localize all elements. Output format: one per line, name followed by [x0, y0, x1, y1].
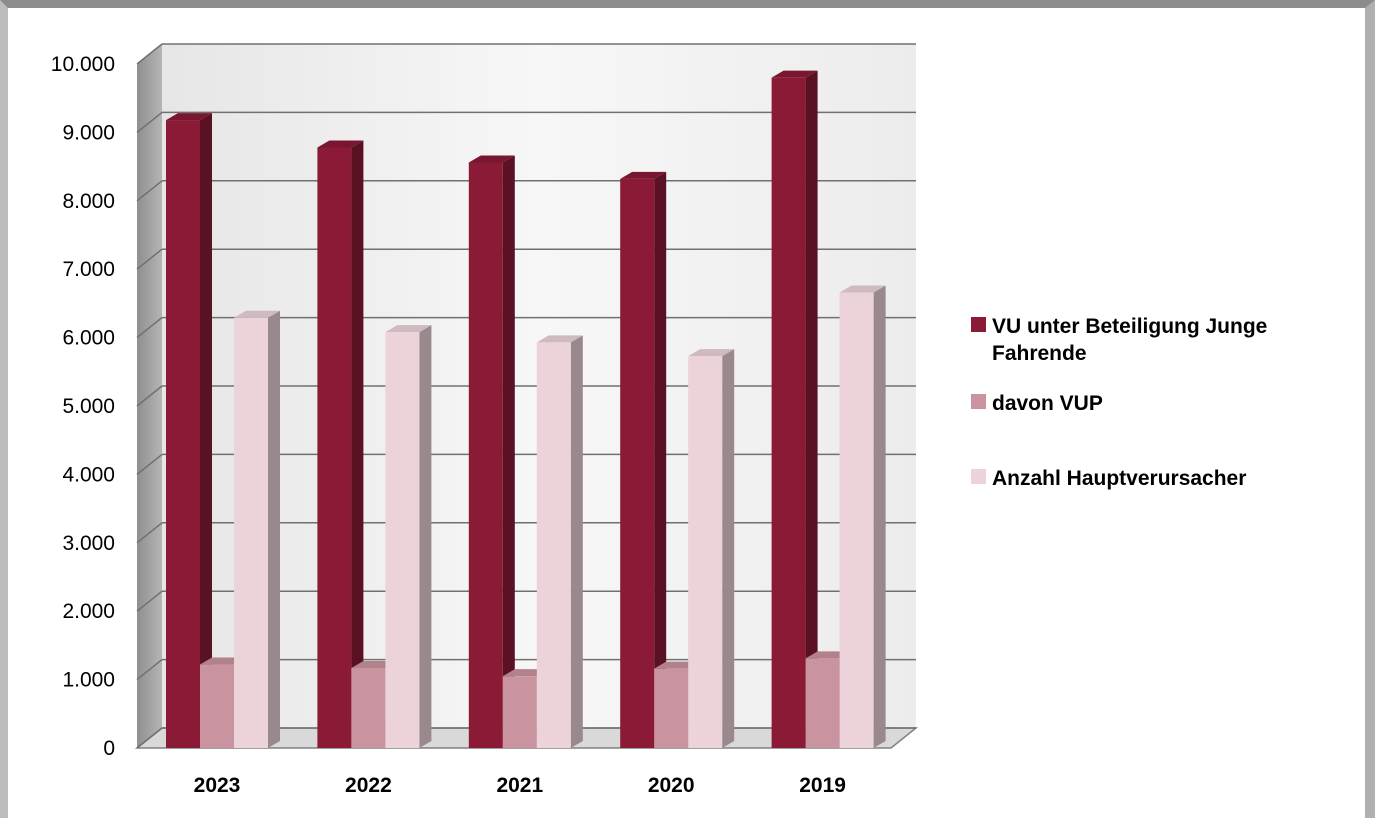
gridline-side [136, 727, 163, 749]
gridline-side [136, 180, 163, 202]
bar [468, 155, 515, 749]
bar [620, 171, 667, 749]
gridline-side [136, 522, 163, 544]
x-tick-label: 2021 [496, 774, 543, 797]
bar [234, 310, 280, 748]
gridline-side [136, 659, 163, 681]
legend-label: davon VUP [992, 392, 1103, 415]
y-tick-label: 4.000 [62, 463, 115, 486]
y-tick-label: 5.000 [62, 395, 115, 418]
y-tick-label: 2.000 [62, 600, 115, 623]
gridline-side [136, 111, 163, 133]
legend-swatch [971, 469, 986, 484]
legend-swatch [971, 394, 986, 409]
x-tick-label: 2023 [194, 774, 241, 797]
bar [536, 335, 583, 748]
bar [317, 140, 364, 748]
bar [688, 349, 735, 748]
y-tick-label: 6.000 [62, 327, 115, 350]
legend-label: VU unter Beteiligung Junge [992, 315, 1267, 338]
y-tick-label: 10.000 [51, 53, 115, 76]
bar [385, 325, 432, 748]
legend-swatch [971, 317, 986, 332]
bar [839, 285, 886, 748]
y-tick-label: 8.000 [62, 190, 115, 213]
bar [771, 70, 818, 749]
legend-item: davon VUP [971, 392, 1103, 415]
y-tick-label: 1.000 [62, 669, 115, 692]
gridline-side [136, 590, 163, 612]
x-tick-label: 2022 [345, 774, 392, 797]
gridline-side [136, 317, 163, 339]
x-tick-label: 2019 [799, 774, 846, 797]
y-tick-label: 7.000 [62, 258, 115, 281]
y-tick-label: 3.000 [62, 532, 115, 555]
gridline-side [136, 453, 163, 475]
legend-label: Anzahl Hauptverursacher [992, 467, 1246, 490]
gridline-side [136, 385, 163, 407]
legend-label: Fahrende [992, 342, 1087, 365]
y-tick-label: 0 [103, 737, 115, 760]
legend-item: Anzahl Hauptverursacher [971, 467, 1246, 490]
y-tick-label: 9.000 [62, 121, 115, 144]
x-tick-label: 2020 [648, 774, 695, 797]
gridline-side [136, 43, 163, 65]
bar [166, 113, 212, 748]
gridline-side [136, 248, 163, 270]
legend-item: VU unter Beteiligung Junge Fahrende [971, 315, 1267, 365]
